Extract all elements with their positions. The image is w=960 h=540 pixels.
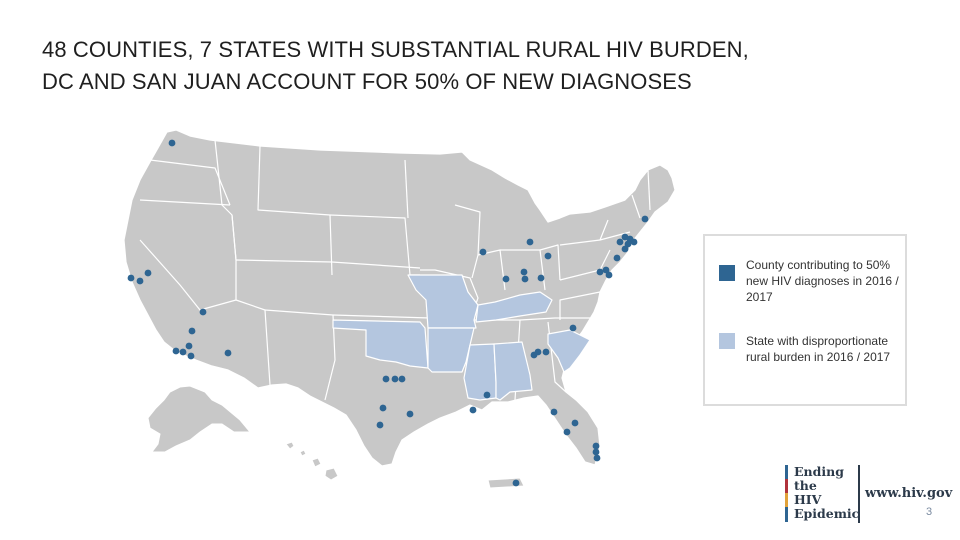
state-alabama (493, 341, 533, 401)
county-dot (376, 421, 384, 429)
county-dot (168, 139, 176, 147)
county-dot (483, 391, 491, 399)
county-dot (571, 419, 579, 427)
county-dot (602, 266, 610, 274)
county-dot (520, 268, 528, 276)
logo-divider (858, 465, 860, 523)
county-dot (624, 240, 632, 248)
county-dot (382, 375, 390, 383)
hiv-gov-link[interactable]: www.hiv.gov (865, 486, 953, 501)
title-line-1: 48 COUNTIES, 7 STATES WITH SUBSTANTIAL R… (42, 37, 749, 62)
county-dot (563, 428, 571, 436)
county-dot (530, 351, 538, 359)
alaska (147, 385, 252, 453)
county-dot (469, 406, 477, 414)
slide-title: 48 COUNTIES, 7 STATES WITH SUBSTANTIAL R… (42, 34, 922, 98)
county-dot (502, 275, 510, 283)
county-dot (613, 254, 621, 262)
county-dot (172, 347, 180, 355)
county-dot (593, 454, 601, 462)
state-missouri (407, 274, 479, 329)
county-dot (512, 479, 520, 487)
county-dot (526, 238, 534, 246)
logo-bar-navy (785, 507, 788, 522)
county-dot (199, 308, 207, 316)
county-dot (544, 252, 552, 260)
county-dot (188, 327, 196, 335)
logo-word-2: the (794, 478, 817, 493)
county-dot (144, 269, 152, 277)
county-dot (136, 277, 144, 285)
county-dot (224, 349, 232, 357)
county-dot (406, 410, 414, 418)
county-dot (398, 375, 406, 383)
logo-word-3: HIV (794, 492, 822, 507)
county-dot (550, 408, 558, 416)
title-line-2: DC AND SAN JUAN ACCOUNT FOR 50% OF NEW D… (42, 69, 692, 94)
county-dot (596, 268, 604, 276)
county-dot (542, 348, 550, 356)
county-dot (379, 404, 387, 412)
logo-word-4: Epidemic (794, 506, 860, 521)
rural-burden-states (332, 274, 591, 401)
county-dot (521, 275, 529, 283)
contiguous-us (123, 129, 676, 467)
logo-word-1: Ending (794, 464, 844, 479)
state-mississippi (463, 343, 497, 401)
logo-bar-gold (785, 493, 788, 507)
county-dot (391, 375, 399, 383)
ending-the-hiv-epidemic-logo: Ending the HIV Epidemic www.hiv.gov (785, 463, 953, 525)
state-oklahoma (332, 319, 429, 369)
county-dot (187, 352, 195, 360)
county-dot (605, 271, 613, 279)
county-dots-layer (127, 139, 649, 487)
county-dot (592, 442, 600, 450)
county-dot (630, 238, 638, 246)
county-dot (569, 324, 577, 332)
state-south-carolina (547, 329, 591, 373)
state-arkansas (427, 327, 475, 373)
county-dot (641, 215, 649, 223)
legend-swatch-state (719, 333, 735, 349)
county-dot (179, 348, 187, 356)
county-dot (616, 238, 624, 246)
page-number: 3 (926, 506, 933, 518)
map-legend: County contributing to 50% new HIV diagn… (703, 234, 907, 406)
legend-label-state: State with disproportionate rural burden… (746, 334, 891, 364)
county-dot (621, 245, 629, 253)
county-dot (537, 274, 545, 282)
legend-swatch-county (719, 265, 735, 281)
logo-bar-blue (785, 465, 788, 479)
county-dot (479, 248, 487, 256)
county-dot (127, 274, 135, 282)
logo-bar-red (785, 479, 788, 493)
hawaii (285, 441, 339, 481)
county-dot (592, 448, 600, 456)
legend-label-county: County contributing to 50% new HIV diagn… (746, 258, 899, 304)
state-kentucky (475, 291, 553, 323)
county-dot (185, 342, 193, 350)
